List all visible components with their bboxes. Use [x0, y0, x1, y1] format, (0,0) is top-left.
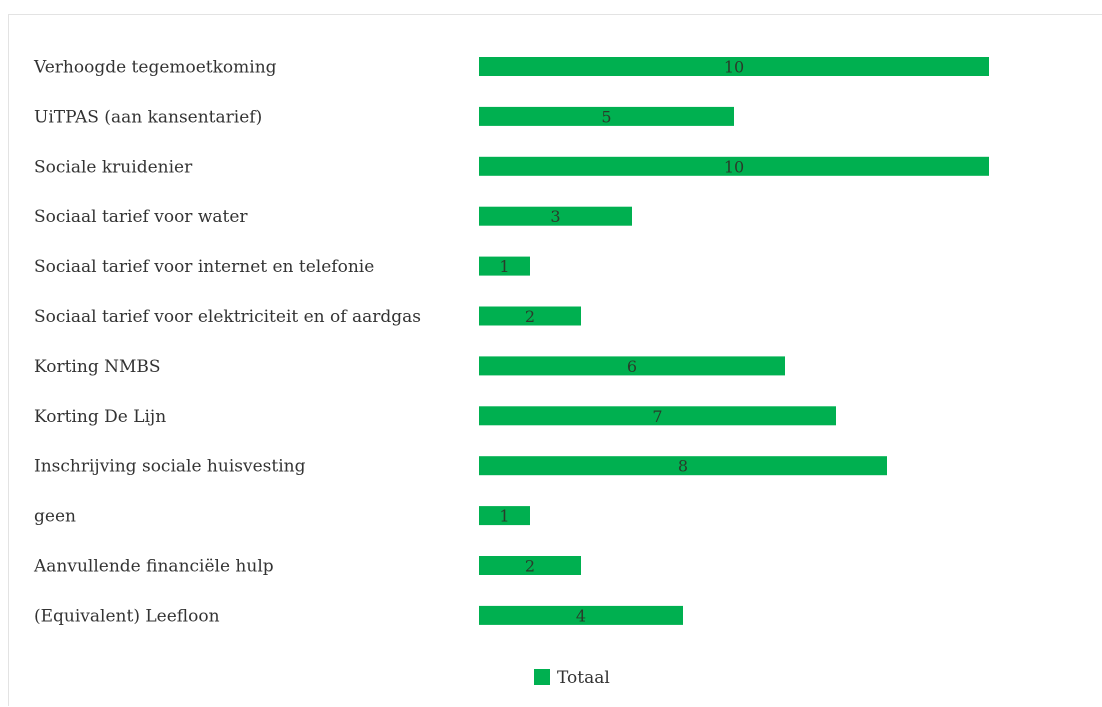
category-label: (Equivalent) Leefloon	[34, 606, 220, 626]
category-label: Sociale kruidenier	[34, 157, 193, 177]
category-label: Sociaal tarief voor internet en telefoni…	[34, 257, 374, 277]
bar	[479, 406, 836, 426]
data-label: 5	[601, 107, 611, 126]
category-label: UiTPAS (aan kansentarief)	[34, 107, 262, 127]
bar	[479, 106, 734, 126]
bar	[479, 57, 989, 76]
bar-chart: Verhoogde tegemoetkoming UiTPAS (aan kans…	[33, 57, 989, 688]
data-label: 10	[724, 157, 744, 176]
data-label: 6	[627, 357, 637, 376]
category-label: geen	[34, 507, 76, 527]
category-label: Verhoogde tegemoetkoming	[33, 58, 277, 78]
data-label: 4	[576, 606, 586, 625]
category-label: Sociaal tarief voor elektriciteit en of …	[34, 307, 421, 327]
category-label: Korting De Lijn	[34, 407, 166, 427]
data-label: 8	[678, 457, 688, 476]
bar	[479, 306, 581, 326]
bar	[479, 506, 530, 526]
category-label: Aanvullende financiële hulp	[33, 557, 274, 577]
bar	[479, 456, 887, 476]
category-label: Korting NMBS	[34, 357, 161, 377]
category-labels: Verhoogde tegemoetkoming UiTPAS (aan kans…	[33, 58, 421, 627]
legend: Totaal	[534, 668, 610, 688]
bar	[479, 605, 683, 625]
legend-swatch-totaal	[534, 669, 550, 685]
data-label: 10	[724, 58, 744, 77]
data-label: 1	[499, 257, 509, 276]
data-label: 3	[550, 207, 560, 226]
bar	[479, 556, 581, 575]
bar	[479, 206, 632, 226]
legend-label-totaal: Totaal	[557, 668, 610, 688]
data-label: 2	[525, 307, 535, 326]
category-label: Sociaal tarief voor water	[34, 207, 248, 227]
data-label: 2	[525, 557, 535, 576]
chart-frame: Verhoogde tegemoetkoming UiTPAS (aan kans…	[8, 14, 1102, 706]
category-label: Inschrijving sociale huisvesting	[34, 457, 306, 477]
data-labels: 10 5 10 3 1 2 6 7 8 1 2 4	[499, 58, 744, 626]
bar	[479, 356, 785, 376]
bars	[479, 57, 989, 625]
data-label: 7	[652, 407, 662, 426]
data-label: 1	[499, 507, 509, 526]
bar	[479, 156, 989, 176]
bar	[479, 256, 530, 276]
